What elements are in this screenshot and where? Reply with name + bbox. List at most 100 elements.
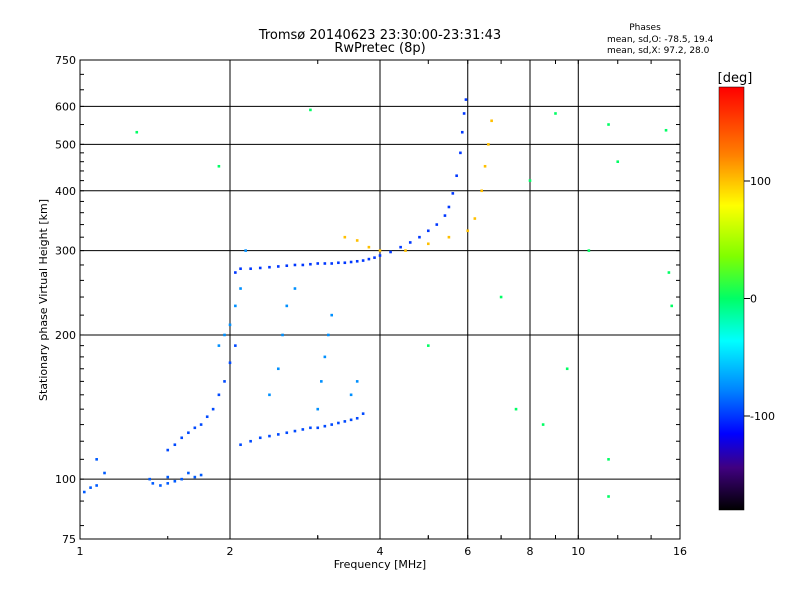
data-point	[466, 229, 470, 233]
data-point	[285, 264, 289, 268]
data-point	[173, 479, 177, 483]
data-point	[514, 407, 518, 411]
colorbar	[718, 86, 745, 511]
data-point	[320, 380, 323, 383]
x-tick-label: 16	[673, 545, 687, 558]
data-point	[309, 262, 312, 266]
data-point	[607, 458, 610, 461]
data-point	[349, 260, 353, 264]
data-point	[193, 426, 197, 430]
data-point	[460, 130, 464, 134]
data-point	[367, 245, 371, 249]
data-point	[554, 112, 557, 115]
data-point	[151, 482, 155, 485]
data-point	[367, 257, 371, 261]
data-point	[667, 271, 671, 274]
data-point	[180, 436, 184, 440]
data-point	[217, 344, 221, 347]
stats-line-x: mean, sd,X: 97.2, 28.0	[607, 46, 710, 56]
data-point	[483, 164, 487, 168]
x-tick-label: 4	[377, 545, 384, 558]
data-point	[443, 214, 447, 217]
data-point	[95, 484, 98, 487]
data-point	[607, 123, 610, 126]
data-point	[316, 407, 320, 411]
data-point	[378, 249, 382, 252]
data-point	[309, 108, 312, 112]
data-point	[249, 267, 252, 271]
x-tick-label: 6	[464, 545, 471, 558]
data-point	[135, 130, 139, 134]
data-point	[541, 423, 545, 426]
data-point	[462, 112, 466, 115]
data-point	[276, 367, 280, 371]
data-point	[455, 174, 458, 178]
data-point	[234, 271, 237, 274]
colorbar-tick-label: 100	[750, 175, 771, 188]
data-point	[217, 164, 221, 168]
data-point	[355, 380, 359, 383]
data-point	[166, 482, 170, 485]
data-point	[223, 380, 226, 383]
data-point	[148, 477, 152, 481]
data-point	[258, 436, 262, 440]
data-point	[490, 119, 493, 123]
data-point	[244, 249, 247, 252]
y-tick-label: 300	[55, 245, 76, 258]
data-point	[330, 262, 334, 265]
data-point	[258, 266, 262, 270]
data-point	[239, 287, 242, 290]
data-point	[199, 423, 203, 426]
data-point	[408, 241, 412, 244]
data-point	[95, 458, 98, 461]
data-point	[337, 421, 340, 425]
data-point	[464, 98, 468, 101]
data-point	[301, 263, 305, 267]
data-point	[426, 229, 430, 233]
data-point	[361, 259, 365, 262]
colorbar-ticks: 100 0 -100	[744, 175, 775, 423]
data-point	[309, 426, 312, 430]
data-point	[327, 333, 330, 337]
data-point	[293, 429, 297, 433]
data-point	[187, 431, 190, 435]
data-point	[361, 412, 365, 415]
y-tick-label: 75	[62, 533, 76, 546]
x-tick-label: 1	[77, 545, 84, 558]
data-point	[607, 495, 610, 498]
data-point	[301, 428, 305, 431]
data-point	[447, 205, 451, 209]
x-tick-label: 8	[527, 545, 534, 558]
data-point	[349, 418, 353, 422]
data-point	[293, 263, 297, 267]
data-point	[89, 486, 92, 489]
data-point	[276, 433, 280, 436]
data-point	[399, 245, 402, 249]
data-point	[587, 249, 591, 252]
data-point	[426, 344, 430, 347]
data-point	[330, 423, 334, 426]
y-tick-label: 750	[55, 54, 76, 67]
data-point	[480, 189, 484, 193]
y-tick-label: 600	[55, 100, 76, 113]
colorbar-label: [deg]	[718, 71, 753, 86]
data-point	[451, 192, 455, 195]
grid-lines	[80, 60, 680, 539]
data-point	[337, 261, 340, 265]
colorbar-tick-label: -100	[750, 410, 775, 423]
data-point	[316, 426, 320, 430]
axis-ticks: 1 2 4 6 8 10 16 75 100 200 300 400 500 600 750	[55, 54, 687, 558]
data-point	[373, 256, 376, 259]
data-point	[565, 367, 569, 371]
data-point	[473, 217, 477, 220]
y-axis-label: Stationary phase Virtual Height [km]	[37, 199, 50, 401]
data-point	[616, 160, 620, 163]
data-point	[199, 473, 203, 477]
data-point	[343, 420, 347, 423]
data-point	[355, 239, 359, 242]
data-point	[499, 295, 503, 299]
data-point	[349, 393, 353, 397]
data-point	[166, 475, 170, 479]
data-point	[528, 179, 532, 182]
